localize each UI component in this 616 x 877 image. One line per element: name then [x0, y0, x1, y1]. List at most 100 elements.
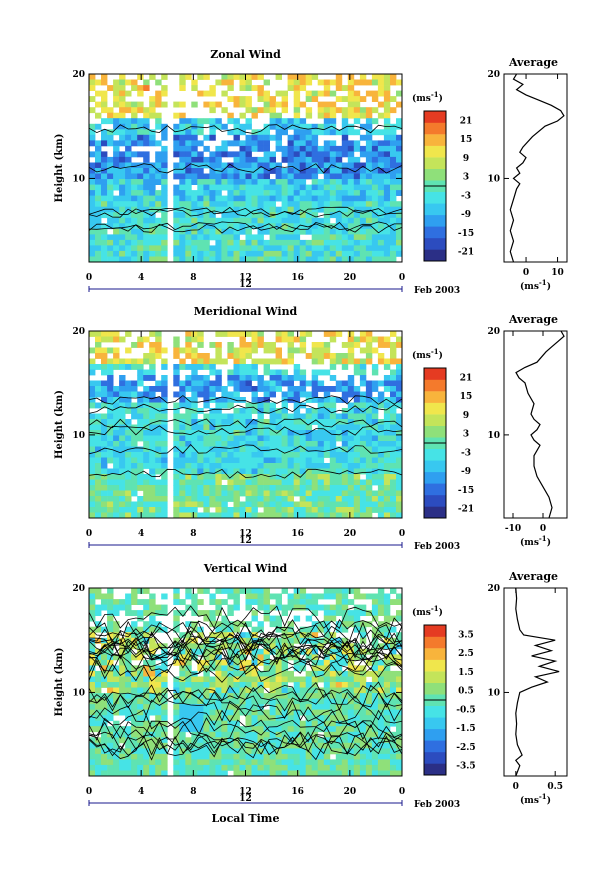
colorbar-segment: [424, 717, 446, 730]
colorbar-tick-label: -3.5: [456, 762, 475, 772]
colorbar-unit: (ms-1): [412, 347, 443, 361]
average-y-tick-label: 20: [487, 584, 500, 594]
colorbar-tick-label: -21: [458, 248, 474, 258]
heatmap-field: [89, 74, 403, 263]
colorbar-unit-text: (ms: [412, 350, 431, 361]
average-x-unit-text: (ms: [520, 281, 539, 292]
colorbar-segment: [424, 214, 446, 227]
date-marker: 12: [239, 794, 252, 804]
colorbar-unit-exp: -1: [431, 347, 439, 356]
colorbar-segment: [424, 682, 446, 695]
average-y-tick-label: 10: [487, 431, 500, 441]
heatmap-field: [89, 331, 403, 519]
panel-title: Zonal Wind: [210, 48, 281, 61]
average-x-tick-label: 10: [551, 268, 564, 278]
average-x-unit: (ms-1): [520, 278, 551, 292]
colorbar-segment: [424, 134, 446, 146]
average-y-tick-label: 20: [487, 327, 500, 337]
y-tick-label: 10: [72, 174, 85, 184]
colorbar-segment: [424, 448, 446, 461]
colorbar-segment: [424, 460, 446, 473]
y-tick-label: 20: [72, 70, 85, 80]
colorbar-tick-label: 3: [463, 430, 469, 440]
x-tick-label: 0: [86, 529, 92, 539]
average-x-tick-label: 0: [513, 782, 519, 792]
x-tick-label: 12: [239, 529, 252, 539]
colorbar-tick-label: 0.5: [458, 687, 474, 697]
x-tick-label: 0: [86, 273, 92, 283]
colorbar-tick-label: -3: [461, 191, 471, 201]
colorbar-unit-text: (ms: [412, 93, 431, 104]
colorbar-segment: [424, 368, 446, 380]
contour-lines: [88, 395, 403, 479]
average-x-unit-exp: -1: [539, 792, 547, 801]
colorbar-segment: [424, 740, 446, 753]
colorbar-tick-label: 21: [460, 116, 473, 126]
colorbar-segment: [424, 506, 446, 519]
panel-title: Vertical Wind: [203, 562, 288, 575]
x-tick-label: 4: [138, 273, 144, 283]
x-tick-label: 12: [239, 273, 252, 283]
colorbar-segment: [424, 705, 446, 718]
date-marker: 12: [239, 280, 252, 290]
colorbar-segment: [424, 191, 446, 204]
colorbar-unit-exp: -1: [431, 90, 439, 99]
average-frame: [503, 330, 568, 519]
x-tick-label: 16: [291, 787, 304, 797]
x-tick-label: 20: [344, 529, 357, 539]
x-tick-label: 20: [344, 273, 357, 283]
colorbar-tick-label: -9: [461, 467, 471, 477]
average-x-unit: (ms-1): [520, 534, 551, 548]
colorbar-tick-label: -21: [458, 505, 474, 515]
colorbar-tick-label: 21: [460, 373, 473, 383]
x-tick-label: 12: [239, 787, 252, 797]
colorbar-segment: [424, 728, 446, 741]
date-marker: 12: [239, 536, 252, 546]
average-x-unit-exp: -1: [539, 534, 547, 543]
colorbar-tick-label: -0.5: [456, 705, 475, 715]
contour-lines: [88, 605, 403, 761]
panel-title: Meridional Wind: [194, 305, 298, 318]
colorbar-segment: [424, 425, 446, 438]
colorbar-segment: [424, 168, 446, 181]
x-tick-label: 16: [291, 529, 304, 539]
average-x-tick-label: 0: [540, 524, 546, 534]
colorbar-tick-label: -15: [458, 229, 474, 239]
y-axis-label: Height (km): [54, 134, 65, 203]
colorbar-segment: [424, 145, 446, 158]
colorbar: [423, 110, 447, 262]
contour-lines: [88, 124, 403, 234]
colorbar-tick-label: 3.5: [458, 630, 474, 640]
colorbar-tick-label: 3: [463, 173, 469, 183]
colorbar-tick-label: 9: [463, 411, 469, 421]
colorbar-tick-label: -9: [461, 210, 471, 220]
average-frame: [503, 73, 568, 263]
average-title: Average: [508, 56, 558, 69]
colorbar-segment: [424, 391, 446, 403]
colorbar-segment: [424, 237, 446, 250]
average-x-tick-label: 0.5: [547, 782, 563, 792]
colorbar-segment: [424, 648, 446, 660]
average-profile: Average 10 20 -10 0(ms-1): [487, 313, 568, 548]
x-tick-label: 4: [138, 529, 144, 539]
average-profile: Average 10 20 0 0.5(ms-1): [487, 570, 568, 806]
x-tick-label: 8: [190, 529, 196, 539]
date-label: Feb 2003: [414, 286, 460, 296]
colorbar-segment: [424, 659, 446, 672]
colorbar-segment: [424, 414, 446, 426]
colorbar-segment: [424, 203, 446, 216]
y-axis-label: Height (km): [54, 648, 65, 717]
y-tick-label: 10: [72, 431, 85, 441]
colorbar-tick-label: -3: [461, 448, 471, 458]
average-y-tick-label: 20: [487, 70, 500, 80]
colorbar-unit-text: (ms: [412, 607, 431, 618]
colorbar-unit-exp: -1: [431, 604, 439, 613]
colorbar-segment: [424, 122, 446, 135]
average-x-tick-label: 0: [523, 268, 529, 278]
colorbar-unit: (ms-1): [412, 90, 443, 104]
average-x-unit-text: (ms: [520, 537, 539, 548]
average-frame: [503, 587, 568, 777]
panel-1: Zonal Wind 10 20 Height (km) 0 4 8 12 16 20 0 12 Feb…: [54, 48, 568, 296]
